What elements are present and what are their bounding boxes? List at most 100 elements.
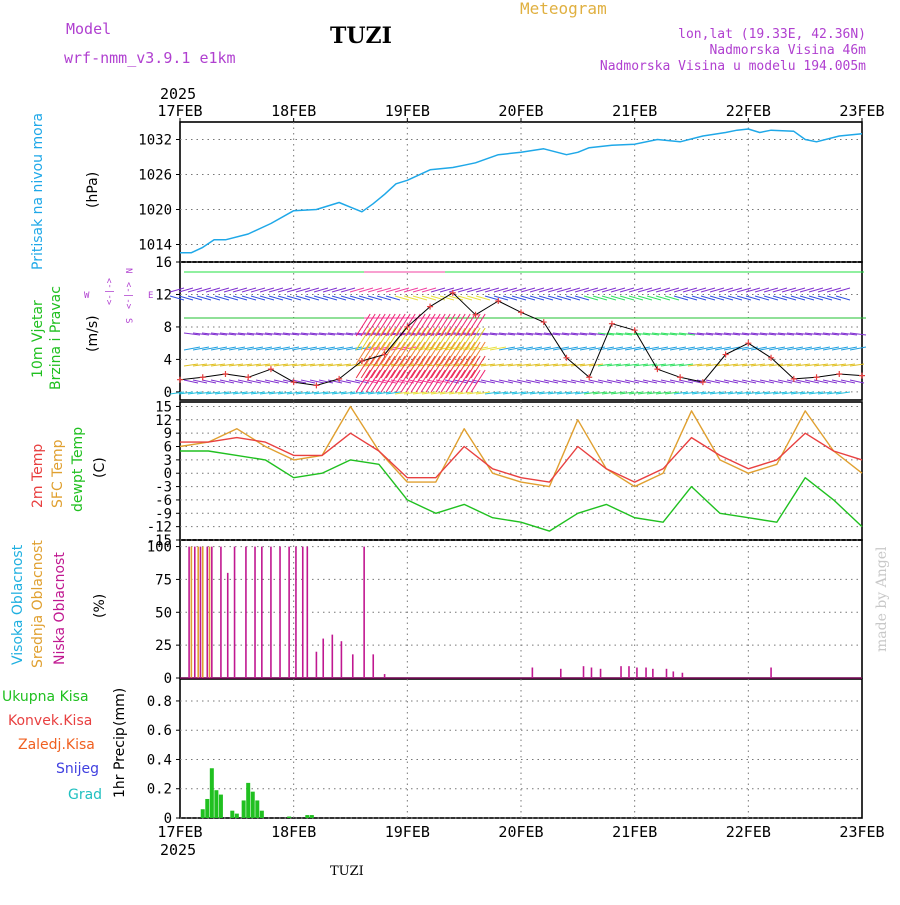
wind-arrow — [277, 391, 293, 395]
wind-arrow-storm — [425, 355, 441, 379]
wind-arrow — [358, 287, 374, 293]
wind-arrow-storm — [395, 327, 411, 351]
wind-arrow — [381, 332, 399, 336]
wind-arrow-storm — [405, 369, 421, 393]
wind-arrow — [169, 287, 185, 293]
wind-gust-mark — [631, 327, 638, 334]
wind-gust-mark — [381, 351, 388, 358]
wind-arrow — [646, 391, 662, 395]
wind-arrow — [669, 379, 685, 384]
wind-arrow — [228, 332, 246, 336]
wind-gust-mark — [654, 366, 661, 373]
wind-arrow — [705, 332, 723, 336]
wind-arrow — [808, 287, 824, 293]
station-title: TUZI — [330, 23, 392, 49]
wind-arrow — [637, 295, 653, 301]
precip-ytick-label: 0.4 — [147, 752, 172, 768]
wind-arrow — [507, 363, 523, 367]
wind-arrow — [331, 391, 347, 395]
wind-arrow — [534, 346, 552, 351]
temperature-ytick-label: 12 — [155, 413, 172, 429]
wind-arrow — [241, 295, 257, 301]
wind-arrow — [561, 332, 579, 336]
wind-arrow — [795, 379, 811, 384]
wind-arrow — [718, 287, 734, 293]
wind-arrow — [601, 295, 617, 301]
precip-bar — [259, 810, 264, 818]
wind-arrow — [610, 391, 626, 395]
wind-ytick-label: 4 — [164, 352, 172, 368]
wind-arrow — [651, 332, 669, 336]
wind-arrow — [210, 379, 226, 384]
wind-arrow — [201, 346, 219, 351]
wind-arrow — [471, 379, 487, 384]
chart-title: Meteogram — [520, 0, 607, 18]
pressure-frame — [179, 121, 863, 263]
temp-unit: (C) — [92, 457, 108, 478]
wind-arrow-storm — [395, 369, 411, 393]
wind-arrow-storm — [355, 313, 371, 337]
wind-arrow — [214, 391, 230, 395]
wind-arrow — [570, 332, 588, 336]
wind-arrow — [664, 391, 680, 395]
wind-arrow — [646, 295, 662, 301]
wind-arrow — [340, 287, 356, 293]
wind-arrow-storm — [440, 313, 456, 337]
wind-arrow — [588, 363, 604, 367]
wind-arrow — [543, 332, 561, 336]
wind-arrow — [223, 295, 239, 301]
wind-arrow-storm — [470, 327, 486, 351]
wind-arrow-storm — [365, 327, 381, 351]
wind-arrow — [624, 379, 640, 384]
wind-arrow — [502, 295, 518, 301]
wind-arrow — [300, 332, 318, 336]
wind-label-a: 10m Vjetar — [30, 300, 46, 378]
wind-gust-mark — [336, 375, 343, 382]
time-tick-top: 20FEB — [498, 102, 543, 120]
wind-ytick-label: 8 — [164, 320, 172, 336]
wind-arrow — [187, 295, 203, 301]
wind-arrow — [615, 346, 633, 351]
wind-arrow — [322, 287, 338, 293]
wind-arrow — [705, 379, 721, 384]
wind-arrow-storm — [465, 341, 481, 365]
precip-bar — [305, 815, 310, 818]
wind-arrow-storm — [390, 355, 406, 379]
wind-arrow-storm — [415, 327, 431, 351]
wind-arrow — [736, 391, 752, 395]
wind-arrow — [286, 295, 302, 301]
wind-arrow — [309, 379, 325, 384]
temperature-ytick-label: -9 — [155, 506, 172, 522]
wind-arrow — [597, 363, 613, 367]
wind-arrow — [700, 295, 716, 301]
wind-arrow — [763, 295, 779, 301]
wind-arrow — [552, 363, 568, 367]
wind-dir-arrows-v: <-|-> — [123, 282, 133, 310]
wind-arrow — [183, 379, 199, 384]
wind-arrow — [331, 295, 347, 301]
model-elevation-text: Nadmorska Visina u modelu 194.005m — [600, 59, 866, 74]
temperature-ytick-label: 9 — [164, 426, 172, 442]
wind-arrow — [718, 391, 734, 395]
wind-arrow — [754, 391, 770, 395]
wind-arrow — [750, 332, 768, 336]
wind-arrow — [385, 391, 401, 395]
wind-arrow — [480, 332, 498, 336]
precip-axis-label: 1hr Precip — [112, 727, 128, 798]
wind-gust-mark — [859, 372, 865, 379]
wind-arrow — [475, 287, 491, 293]
wind-arrow — [628, 287, 644, 293]
wind-arrow — [538, 287, 554, 293]
wind-arrow — [268, 295, 284, 301]
wind-arrow-storm — [410, 313, 426, 337]
wind-arrow-storm — [465, 369, 481, 393]
wind-arrow — [817, 295, 833, 301]
sfc-temp-line — [179, 405, 863, 488]
wind-arrow — [642, 379, 658, 384]
wind-arrow-storm — [460, 327, 476, 351]
wind-arrow — [264, 346, 282, 351]
wind-arrow — [498, 346, 516, 351]
wind-arrow — [282, 332, 300, 336]
wind-arrow-storm — [365, 341, 381, 365]
wind-arrow — [547, 295, 563, 301]
